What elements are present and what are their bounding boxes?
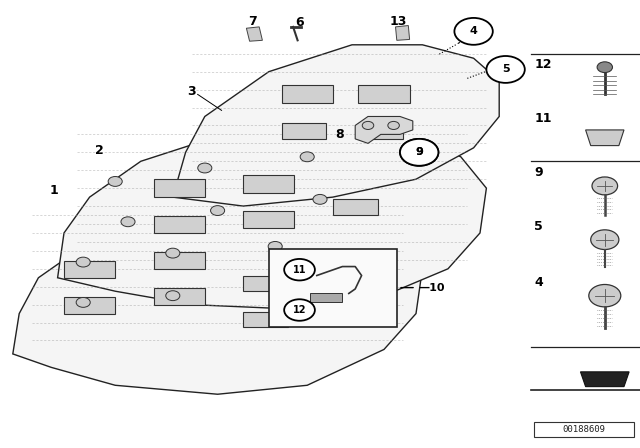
FancyBboxPatch shape [243,312,288,327]
FancyBboxPatch shape [358,85,410,103]
FancyBboxPatch shape [534,422,634,437]
Circle shape [284,299,315,321]
Polygon shape [13,206,422,394]
Polygon shape [580,372,629,387]
Text: 1: 1 [50,184,59,197]
Text: 8: 8 [335,128,344,141]
Text: 9: 9 [534,166,543,179]
Circle shape [486,56,525,83]
Circle shape [198,163,212,173]
Text: 12: 12 [292,305,307,315]
Circle shape [211,206,225,215]
Polygon shape [586,130,624,146]
Circle shape [166,248,180,258]
Text: 4: 4 [470,26,477,36]
FancyBboxPatch shape [333,199,378,215]
FancyBboxPatch shape [154,252,205,269]
FancyBboxPatch shape [154,216,205,233]
Circle shape [362,121,374,129]
Text: 4: 4 [534,276,543,289]
FancyBboxPatch shape [64,297,115,314]
Text: 9: 9 [415,147,423,157]
Circle shape [76,297,90,307]
Circle shape [454,18,493,45]
FancyBboxPatch shape [243,175,294,193]
FancyBboxPatch shape [243,276,288,291]
Text: 11: 11 [292,265,307,275]
Circle shape [108,177,122,186]
Circle shape [121,217,135,227]
Circle shape [592,177,618,195]
Text: 13: 13 [389,15,407,28]
FancyBboxPatch shape [269,249,397,327]
Circle shape [400,139,438,166]
Polygon shape [173,45,499,206]
Circle shape [400,139,438,166]
Polygon shape [310,293,342,302]
Polygon shape [58,125,486,309]
Text: —10: —10 [419,283,445,293]
Text: 7: 7 [248,15,257,28]
Text: 2: 2 [95,143,104,157]
FancyBboxPatch shape [358,123,403,139]
Circle shape [591,230,619,250]
Circle shape [313,194,327,204]
Text: 9: 9 [415,147,423,157]
FancyBboxPatch shape [154,179,205,197]
Circle shape [597,62,612,73]
Polygon shape [396,26,410,40]
Circle shape [589,284,621,307]
Circle shape [284,259,315,280]
Circle shape [388,121,399,129]
Text: 5: 5 [502,65,509,74]
Text: 11: 11 [534,112,552,125]
Polygon shape [246,27,262,41]
Circle shape [166,291,180,301]
FancyBboxPatch shape [282,85,333,103]
Circle shape [268,241,282,251]
Text: 00188609: 00188609 [563,425,605,434]
Polygon shape [355,116,413,143]
Text: 3: 3 [188,85,196,99]
FancyBboxPatch shape [243,211,294,228]
Circle shape [76,257,90,267]
FancyBboxPatch shape [282,123,326,139]
FancyBboxPatch shape [64,261,115,278]
FancyBboxPatch shape [154,288,205,305]
Circle shape [300,152,314,162]
Text: 5: 5 [534,220,543,233]
Text: 12: 12 [534,58,552,72]
Text: 6: 6 [295,16,304,29]
